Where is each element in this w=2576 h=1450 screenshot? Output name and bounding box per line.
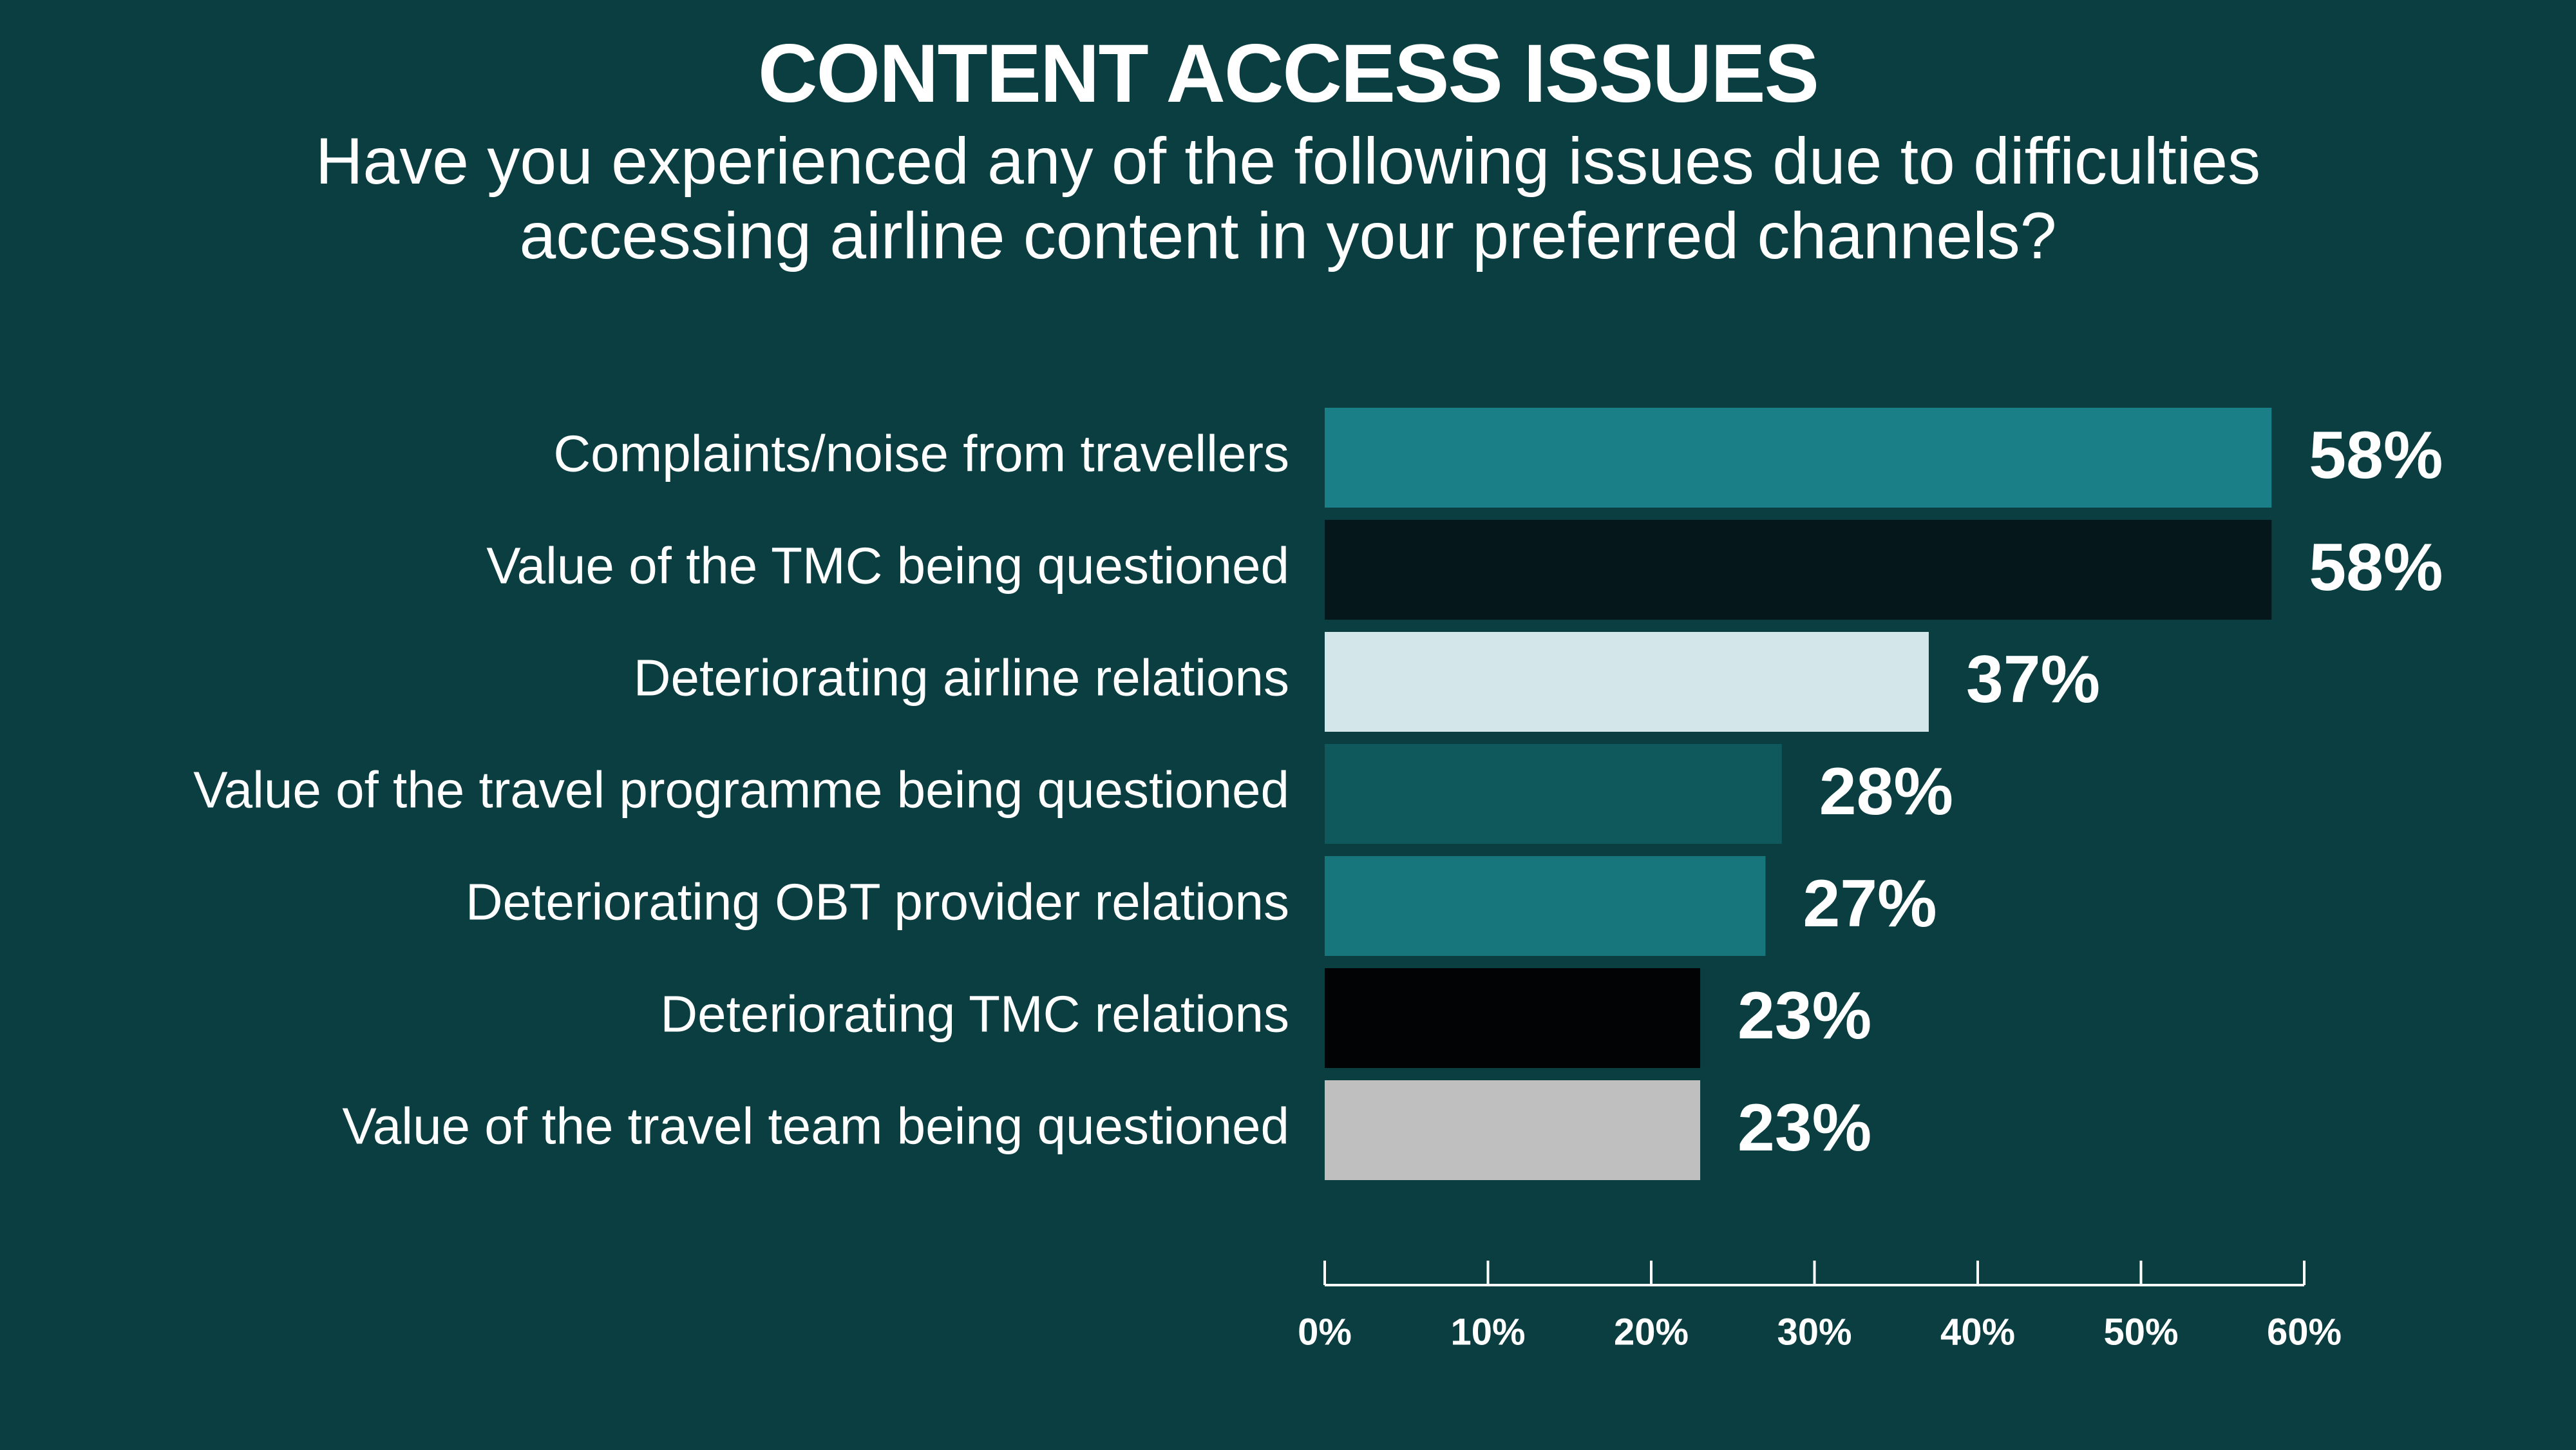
- bar-3: [1325, 632, 1929, 732]
- bar-6: [1325, 968, 1701, 1068]
- category-label-2: Value of the TMC being questioned: [486, 537, 1289, 595]
- bars-group: [1325, 408, 2272, 1180]
- bar-5: [1325, 856, 1766, 956]
- x-tick-label-0: 0%: [1298, 1311, 1352, 1353]
- category-label-4: Value of the travel programme being ques…: [193, 761, 1289, 819]
- value-label-1: 58%: [2309, 418, 2443, 493]
- value-label-2: 58%: [2309, 530, 2443, 605]
- category-label-5: Deteriorating OBT provider relations: [466, 873, 1289, 931]
- bar-1: [1325, 408, 2272, 508]
- category-label-6: Deteriorating TMC relations: [660, 986, 1289, 1043]
- category-labels-group: Complaints/noise from travellers Value of…: [193, 425, 1289, 1155]
- subtitle-line-1: Have you experienced any of the followin…: [315, 124, 2261, 198]
- subtitle-line-2: accessing airline content in your prefer…: [519, 199, 2057, 272]
- value-label-4: 28%: [1819, 754, 1953, 829]
- value-labels-group: 58% 58% 37%28% 27% 23% 23%: [1738, 418, 2443, 1165]
- x-tick-label-6: 60%: [2267, 1311, 2342, 1353]
- x-tick-label-3: 30%: [1777, 1311, 1852, 1353]
- x-tick-label-4: 40%: [1940, 1311, 2015, 1353]
- bar-4: [1325, 744, 1782, 844]
- value-label-5: 27%: [1803, 866, 1937, 941]
- bar-7: [1325, 1080, 1701, 1180]
- x-tick-label-5: 50%: [2103, 1311, 2178, 1353]
- x-tick-label-1: 10%: [1450, 1311, 1525, 1353]
- category-label-7: Value of the travel team being questione…: [342, 1098, 1289, 1155]
- chart-subtitle: Have you experienced any of the followin…: [0, 124, 2576, 273]
- category-label-3: Deteriorating airline relations: [634, 649, 1289, 707]
- bar-2: [1325, 520, 2272, 620]
- value-label-6: 23%: [1738, 978, 1871, 1053]
- chart-title: CONTENT ACCESS ISSUES: [758, 28, 1819, 120]
- value-label-3: 37%: [1966, 642, 2100, 717]
- x-axis: 0% 10% 20% 30% 40% 50% 60%: [1298, 1261, 2342, 1353]
- value-label-7: 23%: [1738, 1091, 1871, 1165]
- category-label-1: Complaints/noise from travellers: [553, 425, 1289, 482]
- x-tick-label-2: 20%: [1614, 1311, 1689, 1353]
